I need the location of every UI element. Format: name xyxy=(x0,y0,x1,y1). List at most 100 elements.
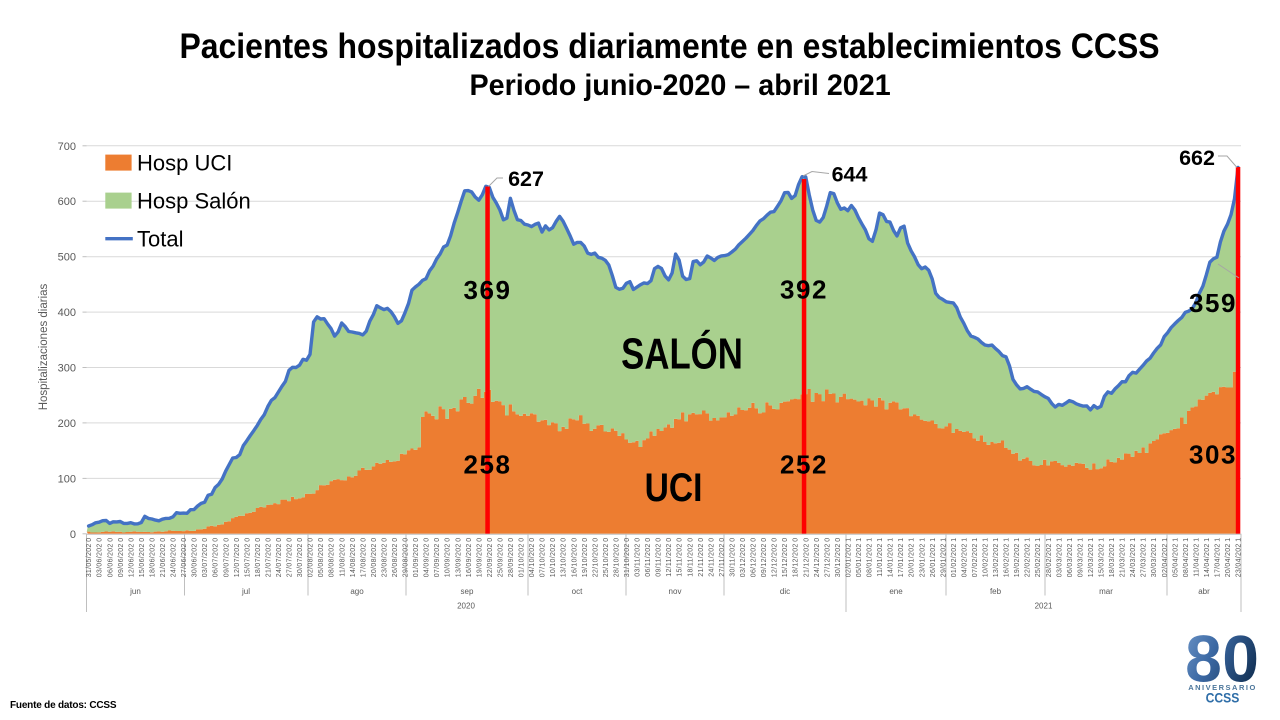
svg-text:13/10/202 0: 13/10/202 0 xyxy=(561,538,568,578)
svg-text:252: 252 xyxy=(780,449,828,479)
svg-text:10/09/202 0: 10/09/202 0 xyxy=(445,538,452,578)
svg-text:Hosp Salón: Hosp Salón xyxy=(137,188,251,213)
svg-text:22/10/202 0: 22/10/202 0 xyxy=(592,538,599,578)
svg-text:29/01/202 1: 29/01/202 1 xyxy=(940,538,947,578)
svg-text:22/02/202 1: 22/02/202 1 xyxy=(1025,538,1032,578)
svg-text:22/09/202 0: 22/09/202 0 xyxy=(487,538,494,578)
svg-text:15/06/202 0: 15/06/202 0 xyxy=(139,538,146,578)
svg-text:08/01/202 1: 08/01/202 1 xyxy=(867,538,874,578)
svg-text:0: 0 xyxy=(70,529,76,541)
svg-text:09/11/202 0: 09/11/202 0 xyxy=(656,538,663,577)
svg-text:11/04/202 1: 11/04/202 1 xyxy=(1193,538,1200,577)
svg-text:24/07/202 0: 24/07/202 0 xyxy=(276,538,283,578)
svg-text:Total: Total xyxy=(137,226,183,251)
svg-text:30/11/202 0: 30/11/202 0 xyxy=(729,538,736,577)
svg-text:12/06/202 0: 12/06/202 0 xyxy=(128,538,135,578)
svg-text:100: 100 xyxy=(58,473,76,485)
svg-text:19/10/202 0: 19/10/202 0 xyxy=(582,538,589,578)
svg-text:2020: 2020 xyxy=(457,602,475,611)
svg-text:ANIVERSARIO: ANIVERSARIO xyxy=(1188,683,1257,692)
svg-text:23/01/202 1: 23/01/202 1 xyxy=(919,538,926,578)
svg-text:03/12/202 0: 03/12/202 0 xyxy=(740,538,747,578)
svg-text:30/06/202 0: 30/06/202 0 xyxy=(192,538,199,578)
svg-text:06/12/202 0: 06/12/202 0 xyxy=(751,538,758,578)
svg-text:abr: abr xyxy=(1198,587,1210,596)
svg-text:18/03/202 1: 18/03/202 1 xyxy=(1109,538,1116,578)
svg-text:359: 359 xyxy=(1189,288,1237,318)
svg-text:21/07/202 0: 21/07/202 0 xyxy=(266,538,273,578)
svg-text:07/02/202 1: 07/02/202 1 xyxy=(972,538,979,578)
svg-text:dic: dic xyxy=(780,587,790,596)
svg-text:01/10/202 0: 01/10/202 0 xyxy=(519,538,526,578)
svg-text:04/09/202 0: 04/09/202 0 xyxy=(424,538,431,578)
svg-text:25/09/202 0: 25/09/202 0 xyxy=(498,538,505,578)
svg-text:600: 600 xyxy=(58,196,76,208)
svg-text:700: 700 xyxy=(58,141,76,153)
svg-text:ago: ago xyxy=(350,587,364,596)
svg-text:24/03/202 1: 24/03/202 1 xyxy=(1130,538,1137,578)
svg-text:18/11/202 0: 18/11/202 0 xyxy=(687,538,694,577)
svg-text:11/01/202 1: 11/01/202 1 xyxy=(877,538,884,577)
svg-text:06/03/202 1: 06/03/202 1 xyxy=(1067,538,1074,578)
svg-text:30/12/202 0: 30/12/202 0 xyxy=(835,538,842,578)
svg-text:392: 392 xyxy=(780,274,828,304)
svg-text:jul: jul xyxy=(241,587,250,596)
svg-text:08/08/202 0: 08/08/202 0 xyxy=(329,538,336,578)
svg-text:200: 200 xyxy=(58,418,76,430)
svg-text:01/02/202 1: 01/02/202 1 xyxy=(951,538,958,578)
svg-text:jun: jun xyxy=(129,587,141,596)
svg-text:19/02/202 1: 19/02/202 1 xyxy=(1014,537,1021,577)
svg-text:oct: oct xyxy=(572,587,583,596)
svg-text:13/09/202 0: 13/09/202 0 xyxy=(455,538,462,578)
svg-text:30/03/202 1: 30/03/202 1 xyxy=(1151,538,1158,578)
svg-text:12/11/202 0: 12/11/202 0 xyxy=(666,538,673,577)
svg-text:15/11/202 0: 15/11/202 0 xyxy=(677,538,684,577)
svg-text:04/10/202 0: 04/10/202 0 xyxy=(529,538,536,578)
svg-text:303: 303 xyxy=(1189,439,1237,469)
svg-text:10/10/202 0: 10/10/202 0 xyxy=(550,538,557,578)
svg-text:258: 258 xyxy=(464,449,512,479)
svg-text:31/05/202 0: 31/05/202 0 xyxy=(86,538,93,578)
svg-text:16/09/202 0: 16/09/202 0 xyxy=(466,538,473,578)
svg-text:21/12/202 0: 21/12/202 0 xyxy=(803,538,810,578)
svg-text:03/06/202 0: 03/06/202 0 xyxy=(97,538,104,578)
svg-text:662: 662 xyxy=(1179,146,1215,170)
svg-text:03/07/202 0: 03/07/202 0 xyxy=(202,538,209,578)
svg-text:27/03/202 1: 27/03/202 1 xyxy=(1141,538,1148,578)
svg-text:19/09/202 0: 19/09/202 0 xyxy=(476,538,483,578)
svg-text:CCSS: CCSS xyxy=(1206,690,1240,706)
svg-text:21/11/202 0: 21/11/202 0 xyxy=(698,538,705,577)
svg-text:mar: mar xyxy=(1099,587,1113,596)
svg-text:09/06/202 0: 09/06/202 0 xyxy=(118,538,125,578)
svg-text:10/02/202 1: 10/02/202 1 xyxy=(983,538,990,578)
svg-text:27/07/202 0: 27/07/202 0 xyxy=(287,538,294,578)
svg-text:15/12/202 0: 15/12/202 0 xyxy=(782,538,789,578)
svg-text:15/03/202 1: 15/03/202 1 xyxy=(1099,538,1106,578)
svg-text:03/03/202 1: 03/03/202 1 xyxy=(1056,538,1063,578)
svg-text:07/09/202 0: 07/09/202 0 xyxy=(434,538,441,578)
svg-text:14/01/202 1: 14/01/202 1 xyxy=(888,538,895,578)
svg-text:27/11/202 0: 27/11/202 0 xyxy=(719,538,726,577)
svg-text:20/01/202 1: 20/01/202 1 xyxy=(909,538,916,578)
svg-text:09/03/202 1: 09/03/202 1 xyxy=(1077,538,1084,578)
svg-text:29/08/202 0: 29/08/202 0 xyxy=(403,538,410,578)
svg-text:28/02/202 1: 28/02/202 1 xyxy=(1046,538,1053,578)
svg-text:26/08/202 0: 26/08/202 0 xyxy=(392,538,399,578)
svg-text:20/04/202 1: 20/04/202 1 xyxy=(1225,538,1232,578)
svg-text:369: 369 xyxy=(464,275,512,305)
svg-text:23/04/202 1: 23/04/202 1 xyxy=(1236,538,1243,578)
svg-text:09/07/202 0: 09/07/202 0 xyxy=(223,538,230,578)
svg-text:02/01/202 1: 02/01/202 1 xyxy=(845,538,852,578)
svg-text:02/08/202 0: 02/08/202 0 xyxy=(308,538,315,578)
svg-text:21/03/202 1: 21/03/202 1 xyxy=(1120,538,1127,578)
svg-text:Fuente de datos: CCSS: Fuente de datos: CCSS xyxy=(10,700,117,711)
svg-text:07/10/202 0: 07/10/202 0 xyxy=(540,538,547,578)
svg-text:05/01/202 1: 05/01/202 1 xyxy=(856,538,863,578)
svg-text:18/07/202 0: 18/07/202 0 xyxy=(255,538,262,578)
svg-text:17/04/202 1: 17/04/202 1 xyxy=(1215,538,1222,578)
svg-text:30/07/202 0: 30/07/202 0 xyxy=(297,538,304,578)
svg-text:25/10/202 0: 25/10/202 0 xyxy=(603,538,610,578)
svg-text:09/12/202 0: 09/12/202 0 xyxy=(761,538,768,578)
svg-text:26/01/202 1: 26/01/202 1 xyxy=(930,538,937,578)
svg-text:06/11/202 0: 06/11/202 0 xyxy=(645,538,652,577)
